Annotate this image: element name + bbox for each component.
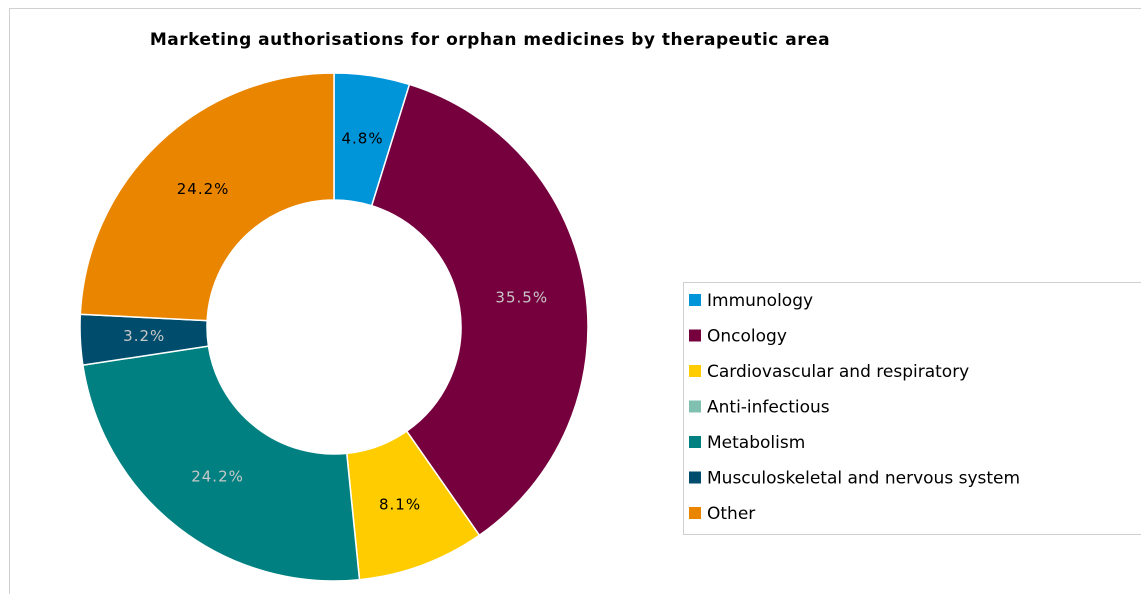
legend-label: Metabolism — [707, 433, 805, 453]
legend-label: Cardiovascular and respiratory — [707, 362, 969, 382]
chart-title: Marketing authorisations for orphan medi… — [150, 30, 830, 50]
legend-label: Musculoskeletal and nervous system — [707, 469, 1020, 489]
legend-swatch — [689, 294, 701, 306]
data-label: 24.2% — [191, 468, 244, 486]
legend-swatch — [689, 436, 701, 448]
legend-swatch — [689, 401, 701, 413]
legend-swatch — [689, 472, 701, 484]
legend-swatch — [689, 330, 701, 342]
legend-label: Other — [707, 504, 755, 524]
legend-label: Anti-infectious — [707, 398, 830, 418]
legend-swatch — [689, 365, 701, 377]
legend-label: Oncology — [707, 327, 787, 347]
legend-label: Immunology — [707, 291, 813, 311]
legend-swatch — [689, 507, 701, 519]
data-label: 3.2% — [123, 327, 165, 345]
data-label: 8.1% — [379, 496, 421, 514]
data-label: 4.8% — [341, 130, 383, 148]
data-label: 35.5% — [495, 288, 548, 306]
donut-slice — [83, 346, 360, 581]
data-label: 24.2% — [177, 180, 230, 198]
